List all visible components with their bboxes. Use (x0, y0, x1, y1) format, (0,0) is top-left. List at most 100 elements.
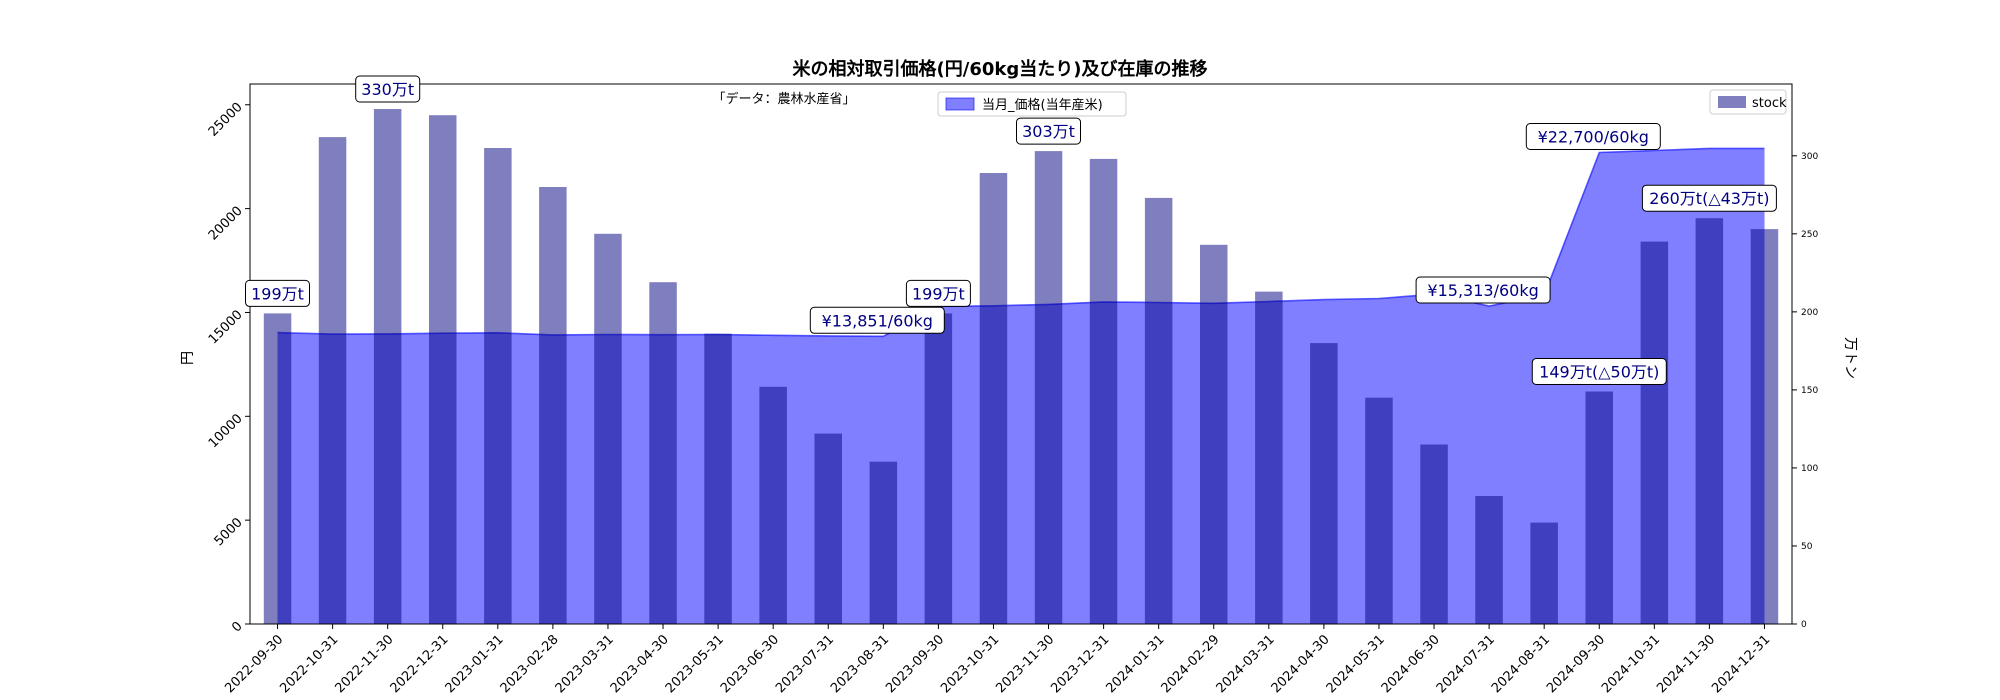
stock-bar (979, 173, 1008, 624)
chart-title: 米の相対取引価格(円/60kg当たり)及び在庫の推移 (793, 58, 1208, 80)
x-tick-label: 2023-05-31 (663, 632, 727, 696)
x-tick-label: 2024-10-31 (1599, 632, 1663, 696)
x-tick-label: 2024-07-31 (1434, 632, 1498, 696)
stock-bar (1585, 391, 1613, 624)
x-tick-label: 2024-03-31 (1214, 632, 1278, 696)
y-tick-label: 0 (229, 619, 245, 635)
stock-bar (263, 313, 292, 624)
y2-tick-label: 0 (1801, 620, 1807, 630)
x-tick-label: 2023-02-28 (498, 632, 562, 696)
annotation-box (1415, 276, 1551, 304)
annotation: 330万t (355, 75, 421, 103)
x-tick-label: 2024-12-31 (1709, 632, 1773, 696)
legend-swatch-price (945, 97, 975, 111)
x-tick-label: 2023-01-31 (443, 632, 507, 696)
stock-bar (1420, 444, 1448, 624)
annotation: 303万t (1016, 117, 1081, 145)
x-tick-label: 2022-12-31 (388, 632, 452, 696)
y-tick-label: 15000 (206, 308, 246, 348)
stock-bar (1640, 241, 1669, 624)
price-area (277, 148, 1765, 624)
legend-label-stock: stock (1752, 96, 1787, 111)
annotation-box (809, 306, 945, 334)
y-tick-label: 25000 (206, 100, 246, 140)
stock-bar (814, 433, 842, 624)
legend-stock: stock (1709, 89, 1787, 115)
stock-bar (704, 333, 732, 624)
x-tick-label: 2024-01-31 (1103, 632, 1167, 696)
stock-bar (373, 109, 402, 624)
stock-bar (759, 386, 787, 624)
annotation-label: ¥15,313/60kg (1427, 281, 1538, 300)
x-tick-label: 2024-05-31 (1324, 632, 1388, 696)
x-tick-label: 2023-11-30 (993, 632, 1057, 696)
y2-tick-label: 100 (1801, 464, 1818, 474)
annotation-box (1525, 123, 1661, 150)
legend-swatch-stock (1718, 96, 1746, 108)
annotation: ¥22,700/60kg (1525, 123, 1661, 150)
x-tick-label: 2024-09-30 (1544, 632, 1608, 696)
annotation: 260万t(△43万t) (1641, 184, 1777, 212)
stock-bar (1475, 496, 1503, 624)
x-tick-label: 2022-10-31 (277, 632, 341, 696)
stock-bar (539, 187, 567, 624)
y2-tick-label: 50 (1801, 542, 1813, 552)
stock-bar (429, 115, 457, 624)
x-tick-label: 2023-09-30 (883, 632, 947, 696)
annotation-label: 149万t(△50万t) (1539, 363, 1659, 382)
x-tick-label: 2023-07-31 (773, 632, 837, 696)
stock-bar (484, 148, 512, 624)
annotation-box (355, 75, 421, 103)
y2-tick-label: 250 (1801, 230, 1818, 240)
annotation: 199万t (245, 279, 310, 307)
source-note: 「データ：農林水産省」 (712, 91, 855, 107)
stock-bar (1695, 218, 1724, 624)
annotation-label: ¥22,700/60kg (1538, 128, 1649, 147)
x-tick-label: 2024-08-31 (1489, 632, 1553, 696)
annotation-label: 330万t (361, 80, 414, 99)
annotation-box (245, 279, 310, 307)
x-tick-label: 2022-09-30 (222, 632, 286, 696)
stock-bar (1255, 291, 1283, 624)
x-tick-label: 2024-04-30 (1269, 632, 1333, 696)
annotation-label: 199万t (251, 284, 304, 303)
annotation-label: ¥13,851/60kg (822, 311, 933, 330)
stock-bar (1750, 229, 1779, 624)
legend-price: 当月_価格(当年産米) (937, 91, 1127, 117)
stock-bar (1365, 397, 1393, 624)
legend-box (937, 91, 1127, 117)
y-axis-label: 円 (180, 351, 196, 365)
annotation-label: 260万t(△43万t) (1649, 189, 1769, 208)
y2-tick-label: 300 (1801, 152, 1818, 162)
annotation-box (1531, 358, 1667, 385)
stock-bar (869, 461, 898, 624)
annotation: ¥13,851/60kg (809, 306, 945, 334)
stock-bar (594, 233, 622, 625)
y-tick-label: 5000 (212, 515, 246, 549)
stock-bar (1200, 244, 1228, 625)
x-tick-label: 2023-04-30 (608, 632, 672, 696)
y-tick-label: 20000 (206, 204, 246, 244)
y2-tick-label: 200 (1801, 308, 1818, 318)
x-tick-label: 2023-10-31 (938, 632, 1002, 696)
stock-bar (1310, 343, 1338, 624)
x-tick-label: 2024-06-30 (1379, 632, 1443, 696)
annotation: 199万t (905, 279, 971, 307)
x-tick-label: 2023-03-31 (553, 632, 617, 696)
x-tick-label: 2024-02-29 (1159, 632, 1223, 696)
stock-bar (1530, 522, 1558, 624)
annotation: 149万t(△50万t) (1531, 358, 1667, 385)
stock-bar (1089, 158, 1118, 624)
annotation-label: 199万t (912, 284, 965, 303)
plot-frame (249, 83, 1793, 625)
annotation-box (1016, 117, 1081, 145)
stock-bar (1034, 151, 1063, 624)
stock-bar (924, 313, 953, 624)
y2-tick-label: 150 (1801, 386, 1818, 396)
x-tick-label: 2023-08-31 (828, 632, 892, 696)
annotation-box (905, 279, 971, 307)
annotation-box (1641, 184, 1777, 212)
y-tick-label: 10000 (206, 411, 246, 451)
